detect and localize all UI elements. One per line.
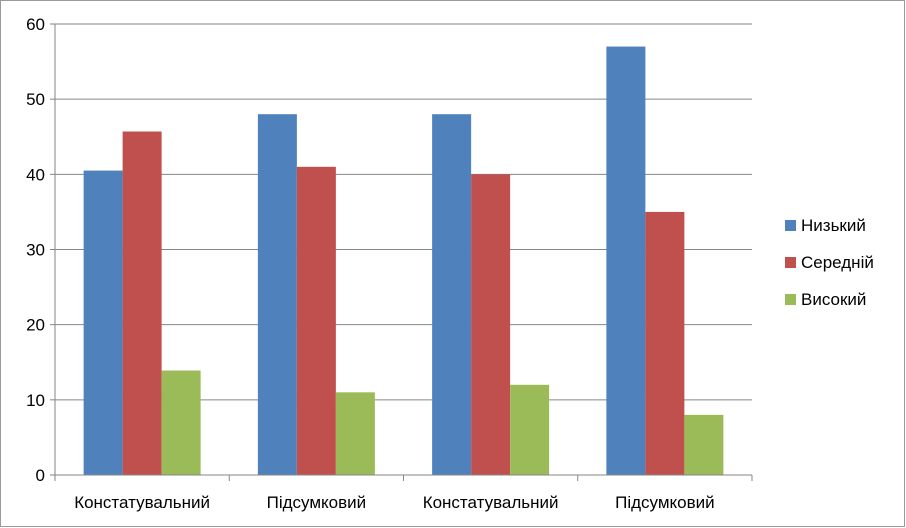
bar-Високий-3 — [684, 414, 724, 475]
bar-Середній-0 — [122, 131, 162, 475]
bar-Середній-1 — [296, 166, 336, 476]
x-tick-label: Констатувальний — [74, 493, 210, 512]
y-tick-label: 0 — [36, 466, 45, 485]
bar-Низький-0 — [83, 170, 123, 475]
legend-label-0: Низький — [801, 216, 866, 235]
x-tick-label: Констатувальний — [423, 493, 559, 512]
legend-label-1: Середній — [801, 253, 874, 272]
bar-Середній-2 — [471, 174, 511, 476]
legend-swatch-0 — [785, 220, 796, 231]
bar-Середній-3 — [645, 211, 685, 475]
legend: Низький Середній Високий — [785, 216, 874, 309]
y-tick-label: 40 — [26, 165, 45, 184]
bar-Низький-2 — [432, 114, 472, 475]
bar-Високий-2 — [510, 384, 550, 475]
bar-Високий-1 — [335, 392, 375, 475]
legend-swatch-2 — [785, 294, 796, 305]
x-tick-labels: Констатувальний Підсумковий Констатувальни… — [74, 493, 714, 512]
y-tick-label: 50 — [26, 90, 45, 109]
y-tick-labels: 0 10 20 30 40 50 60 — [26, 15, 45, 485]
y-tick-label: 30 — [26, 241, 45, 260]
axes — [50, 23, 753, 481]
bar-Низький-1 — [257, 114, 297, 475]
legend-swatch-1 — [785, 257, 796, 268]
x-tick-label: Підсумковий — [615, 493, 715, 512]
y-tick-label: 10 — [26, 391, 45, 410]
bar-Високий-0 — [161, 370, 201, 475]
y-tick-label: 60 — [26, 15, 45, 34]
bars — [83, 46, 724, 476]
bar-Низький-3 — [606, 46, 646, 476]
y-tick-label: 20 — [26, 316, 45, 335]
x-tick-label: Підсумковий — [267, 493, 367, 512]
legend-label-2: Високий — [801, 290, 866, 309]
